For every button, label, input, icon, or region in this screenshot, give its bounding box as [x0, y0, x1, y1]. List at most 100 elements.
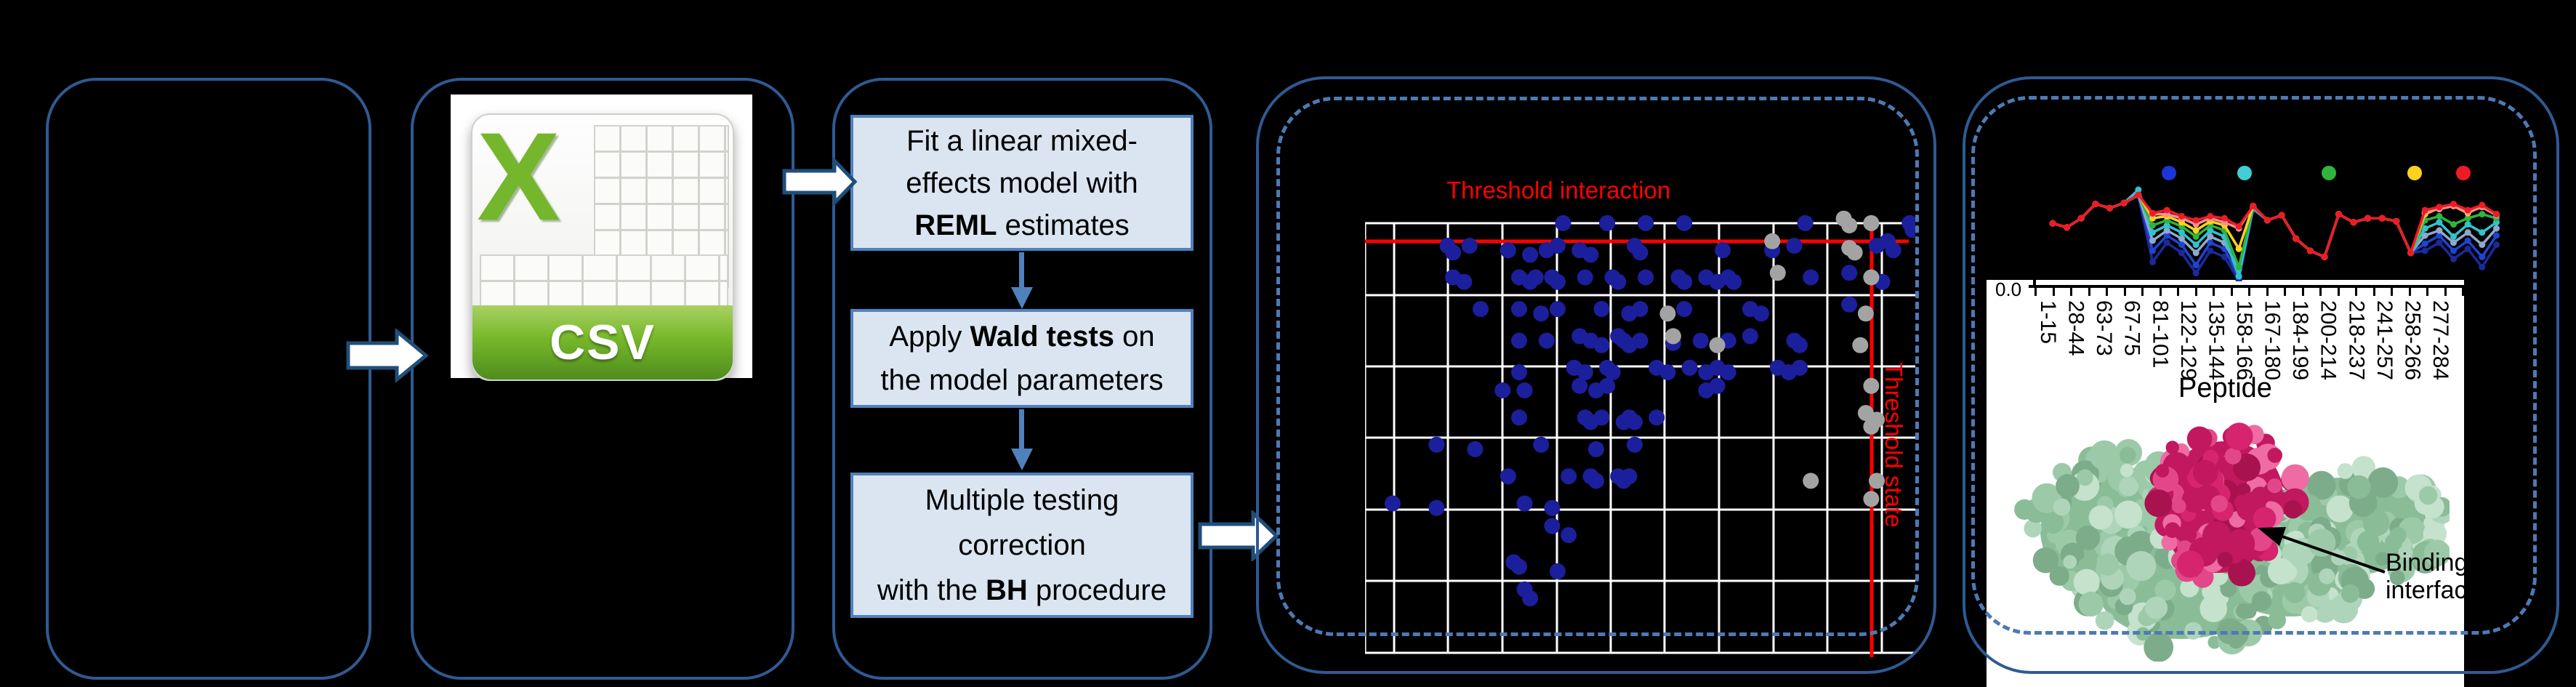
series-marker [2192, 217, 2199, 224]
series-marker [2178, 249, 2185, 257]
series-marker [2393, 217, 2400, 225]
scatter-point [1549, 563, 1566, 579]
flow-box-line: effects model with [906, 166, 1138, 199]
series-marker [2436, 219, 2443, 226]
series-marker [2149, 258, 2156, 265]
series-marker [2493, 225, 2500, 232]
down-arrow-head-icon [1011, 287, 1033, 309]
peptide-tick-label: 28-44 [2064, 300, 2088, 356]
series-marker [2163, 232, 2170, 239]
series-marker [2421, 247, 2428, 254]
axis-tick [2123, 288, 2126, 296]
axis-tick [2462, 288, 2464, 296]
axis-tick [2230, 288, 2233, 296]
binding-interface-label: interface [2386, 576, 2464, 604]
series-marker [2149, 229, 2156, 236]
scatter-point [1593, 409, 1610, 426]
scatter-point [1527, 269, 1544, 286]
axis-tick [2213, 288, 2215, 296]
scatter-point [1904, 222, 1915, 238]
series-marker [2335, 211, 2343, 218]
scatter-point [1626, 436, 1643, 453]
series-marker [2479, 211, 2486, 218]
series-marker [2407, 249, 2415, 257]
flow-box-line: the model parameters [880, 364, 1164, 396]
scatter-point [1500, 242, 1516, 259]
peptide-profile-chart [2049, 186, 2500, 281]
binding-interface-arrow-icon [2258, 527, 2386, 574]
legend-dot-icon [2456, 166, 2471, 180]
scatter-point [1428, 499, 1445, 516]
series-marker [2207, 239, 2214, 246]
series-marker [2450, 233, 2457, 240]
scatter-point [1803, 269, 1819, 286]
scatter-point [1857, 305, 1874, 322]
peptide-tick-label: 81-101 [2148, 300, 2173, 369]
series-marker [2235, 245, 2242, 252]
axis-tick [2391, 288, 2393, 296]
series-marker [2149, 237, 2156, 244]
series-marker [2064, 224, 2071, 231]
scatter-point [1604, 364, 1621, 381]
flow-box-line: correction [958, 529, 1086, 561]
series-marker [2221, 253, 2228, 260]
axis-tick [2319, 288, 2322, 296]
scatter-point [1538, 332, 1555, 349]
scatter-point [1792, 337, 1808, 353]
scatter-point [1494, 382, 1511, 398]
axis-tick [2088, 288, 2090, 296]
series-marker [2421, 206, 2428, 214]
series-marker [2163, 239, 2170, 246]
csv-label: CSV [550, 315, 656, 370]
x-axis-title: Peptide [2178, 373, 2272, 403]
scatter-point [1516, 495, 1533, 512]
series-marker [2479, 253, 2486, 260]
series-marker [2149, 209, 2156, 217]
axis-tick [2337, 288, 2340, 296]
peptide-tick-label: 158-166 [2231, 300, 2256, 381]
scatter-point [1599, 377, 1616, 394]
peptide-tick-label: 135-144 [2204, 300, 2229, 381]
series-marker [2106, 204, 2114, 212]
scatter-point [1863, 214, 1880, 231]
series-marker [2450, 247, 2457, 254]
excel-x-glyph: X [477, 113, 560, 246]
axis-tick [2052, 288, 2055, 296]
axis-tick [2372, 288, 2375, 296]
series-marker [2436, 239, 2443, 246]
scatter-point [1511, 332, 1527, 349]
scatter-point [1428, 436, 1445, 453]
flow-box-line: REML estimates [914, 209, 1130, 241]
csv-file-icon: X CSV [471, 113, 734, 381]
series-marker [2120, 199, 2128, 206]
series-marker [2479, 263, 2486, 270]
series-marker [2450, 255, 2457, 262]
scatter-point [1852, 337, 1869, 353]
series-marker [2436, 212, 2443, 220]
panel-input [46, 78, 371, 680]
legend-dot-icon [2237, 166, 2252, 180]
series-marker [2192, 270, 2199, 277]
series-marker [2364, 214, 2372, 222]
scatter-point [1533, 436, 1550, 453]
peptide-tick-label: 258-266 [2400, 300, 2425, 381]
scatter-point [1593, 301, 1610, 318]
series-marker [2479, 229, 2486, 236]
scatter-point [1500, 468, 1516, 485]
scatter-point [1610, 273, 1627, 290]
series-marker [2493, 232, 2500, 239]
axis-tick [2266, 288, 2269, 296]
axis-tick [2194, 288, 2197, 296]
axis-tick [2284, 288, 2286, 296]
scatter-point [1676, 214, 1693, 231]
axis-tick [2034, 288, 2037, 296]
peptide-tick-label: 167-180 [2260, 300, 2285, 381]
scatter-point [1511, 558, 1527, 575]
scatter-point [1511, 364, 1527, 381]
scatter-point [1638, 269, 1654, 286]
scatter-point [1555, 214, 1571, 231]
scatter-point [1692, 332, 1709, 349]
scatter-point [1582, 246, 1599, 263]
scatter-point [1797, 214, 1814, 231]
scatter-point [1649, 409, 1665, 426]
